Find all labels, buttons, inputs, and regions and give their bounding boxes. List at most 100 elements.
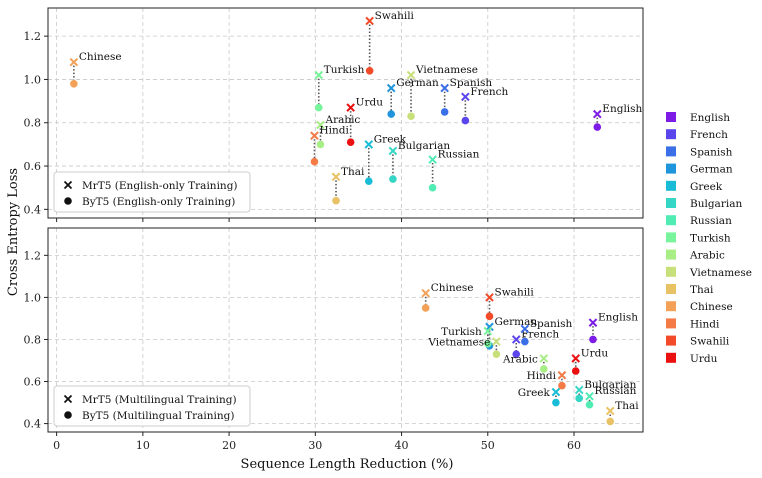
point-label-russian: Russian [438, 149, 480, 161]
byt5-point-turkish [314, 103, 323, 112]
legend-swatch-hindi [666, 318, 676, 329]
mrt5-point-arabic [316, 120, 325, 130]
legend-label-turkish: Turkish [690, 232, 731, 244]
legend-label-bulgarian: Bulgarian [690, 198, 742, 210]
x-stroke [314, 70, 324, 80]
mrt5-point-russian [585, 391, 594, 401]
mrt5-point-hindi [310, 131, 319, 141]
x-tick-label: 30 [308, 439, 322, 452]
x-axis-label: Sequence Length Reduction (%) [241, 457, 454, 472]
point-label-chinese: Chinese [431, 282, 474, 294]
x-stroke [365, 16, 374, 26]
byt5-point-russian [585, 400, 594, 409]
legend-swatch-turkish [666, 232, 676, 243]
legend-label-thai: Thai [690, 284, 714, 296]
point-label-spanish: Spanish [450, 77, 493, 89]
mrt5-point-french [511, 335, 521, 344]
point-label-thai: Thai [341, 166, 365, 178]
x-stroke [571, 354, 581, 363]
byt5-point-chinese [421, 304, 430, 312]
byt5-point-urdu [571, 367, 580, 375]
legend-label-french: French [690, 129, 728, 141]
x-stroke [492, 337, 501, 346]
byt5-point-bulgarian [575, 394, 583, 403]
point-label-french: French [470, 86, 508, 98]
x-stroke [511, 335, 521, 344]
legend-byt5-marker [64, 197, 72, 205]
point-label-chinese: Chinese [79, 51, 122, 63]
byt5-point-vietnamese [407, 112, 415, 121]
mrt5-point-urdu [571, 354, 581, 363]
mrt5-point-urdu [346, 103, 355, 112]
point-label-turkish: Turkish [324, 64, 365, 76]
mrt5-point-chinese [69, 57, 79, 67]
byt5-point-french [512, 350, 521, 358]
x-tick-label: 10 [136, 439, 150, 452]
y-tick-label: 0.4 [24, 418, 42, 431]
byt5-point-greek [552, 398, 560, 407]
legend-entry-label: MrT5 (Multilingual Training) [82, 394, 237, 406]
byt5-point-urdu [346, 138, 355, 147]
legend-label-greek: Greek [690, 181, 723, 193]
legend-swatch-chinese [666, 301, 676, 312]
byt5-point-hindi [310, 157, 319, 166]
byt5-point-spanish [521, 337, 529, 346]
legend-entry-label: ByT5 (English-only Training) [82, 196, 235, 208]
mrt5-point-turkish [483, 326, 493, 336]
x-tick-label: 0 [53, 439, 60, 452]
point-label-turkish: Turkish [441, 326, 482, 338]
mrt5-point-russian [428, 155, 437, 164]
mrt5-point-spanish [520, 324, 530, 334]
x-stroke [316, 120, 325, 130]
point-label-urdu: Urdu [356, 97, 384, 109]
byt5-point-spanish [440, 108, 449, 116]
x-stroke [346, 103, 355, 112]
x-stroke [461, 92, 470, 102]
point-label-spanish: Spanish [530, 318, 573, 330]
byt5-point-bulgarian [389, 175, 397, 183]
mrt5-point-arabic [539, 354, 549, 363]
byt5-point-thai [606, 417, 615, 426]
x-stroke [63, 394, 73, 404]
byt5-point-french [461, 116, 470, 125]
panel-legend-box [53, 171, 251, 213]
y-tick-label: 0.6 [24, 376, 42, 389]
legend-swatch-thai [666, 284, 676, 294]
byt5-point-arabic [316, 140, 325, 149]
mrt5-point-bulgarian [388, 146, 398, 156]
byt5-point-hindi [558, 381, 566, 390]
x-stroke [388, 146, 398, 156]
panel-legend-box [53, 385, 251, 427]
byt5-point-thai [332, 196, 340, 205]
x-stroke [428, 155, 437, 164]
bottom-panel: 0.4 0.6 0.8 1.0 1.2 0 10 20 30 40 50 60 English Frenc… [24, 227, 644, 452]
x-stroke [63, 180, 73, 190]
legend-byt5-marker [64, 411, 72, 419]
y-tick-label: 1.2 [24, 249, 42, 262]
byt5-point-english [589, 335, 597, 344]
mrt5-point-swahili [485, 293, 494, 302]
y-tick-label: 0.8 [24, 333, 42, 346]
legend-swatch-spanish [666, 146, 676, 157]
legend-mrt5-marker [63, 394, 73, 404]
legend-label-arabic: Arabic [689, 250, 725, 262]
y-tick-label: 1.0 [24, 73, 42, 86]
mrt5-point-swahili [365, 16, 374, 26]
legend-swatch-bulgarian [666, 198, 676, 208]
point-label-urdu: Urdu [581, 347, 609, 359]
legend-swatch-russian [666, 215, 676, 226]
y-tick-label: 1.0 [24, 291, 42, 304]
mrt5-point-english [588, 318, 598, 327]
mrt5-point-vietnamese [492, 337, 501, 346]
legend-swatch-urdu [666, 352, 676, 363]
point-label-thai: Thai [615, 400, 639, 412]
x-tick-label: 60 [567, 439, 581, 452]
byt5-point-english [593, 123, 602, 131]
point-label-english: English [598, 312, 638, 324]
mrt5-point-turkish [314, 70, 324, 80]
y-axis-label: Cross Entropy Loss [6, 168, 21, 296]
x-stroke [574, 385, 584, 395]
byt5-point-greek [364, 177, 373, 185]
x-tick-label: 50 [481, 439, 495, 452]
